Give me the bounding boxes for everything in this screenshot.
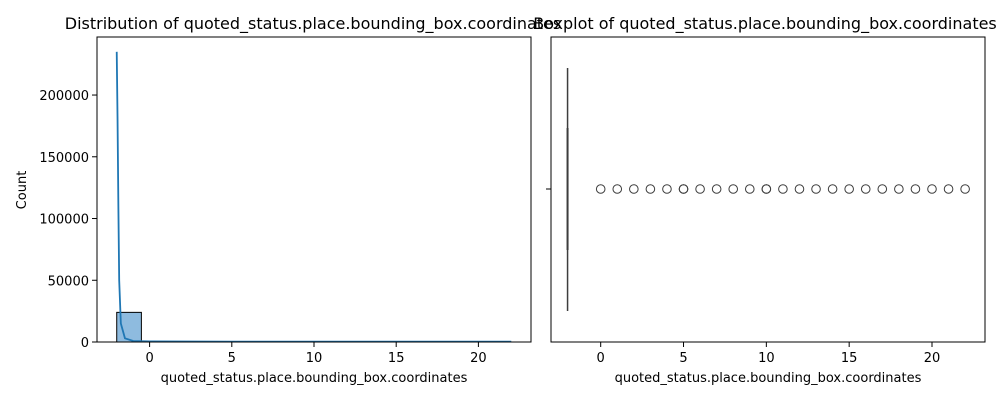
outlier-point	[711, 184, 722, 194]
kde-line	[115, 51, 512, 343]
x-tick-label: 15	[388, 351, 405, 366]
y-tick-label: 0	[81, 336, 89, 351]
x-tick-label: 15	[841, 351, 858, 366]
y-tick-label: 200000	[39, 89, 89, 104]
outlier-point	[595, 184, 606, 194]
outlier-point	[960, 184, 970, 194]
histogram-plot-area	[115, 51, 512, 343]
boxplot-x-label: quoted_status.place.bounding_box.coordin…	[615, 371, 922, 386]
boxplot-plot-area	[566, 68, 970, 311]
outlier-point	[645, 184, 656, 194]
outlier-point	[877, 184, 888, 194]
outlier-point	[695, 184, 705, 194]
x-tick-label: 5	[679, 351, 687, 366]
x-tick-label: 5	[228, 351, 236, 366]
histogram-x-label: quoted_status.place.bounding_box.coordin…	[161, 371, 468, 386]
boxplot-chart: 0 5 10 15 20 quoted_status.place.bounding_bo…	[533, 14, 997, 386]
histogram-frame	[96, 36, 532, 343]
boxplot-x-ticks: 0 5 10 15 20	[597, 342, 941, 366]
outlier-point	[728, 184, 739, 194]
outlier-point	[844, 184, 854, 194]
histogram-y-ticks: 0 50000 100000 150000 200000	[39, 89, 97, 351]
histogram-y-label: Count	[15, 171, 30, 210]
x-tick-label: 0	[597, 351, 605, 366]
outlier-point	[794, 184, 805, 194]
outlier-point	[927, 184, 937, 194]
outlier-point	[761, 184, 772, 194]
outlier-point	[744, 184, 755, 194]
outlier-point	[678, 184, 689, 194]
histogram-x-ticks: 0 5 10 15 20	[145, 342, 487, 366]
y-tick-label: 50000	[48, 274, 89, 289]
outlier-point	[811, 184, 821, 194]
y-tick-label: 100000	[39, 213, 89, 228]
x-tick-label: 20	[470, 351, 487, 366]
outlier-point	[612, 184, 623, 194]
outlier-point	[778, 184, 788, 194]
histogram-title: Distribution of quoted_status.place.boun…	[65, 14, 561, 34]
outlier-point	[894, 184, 904, 194]
y-tick-label: 150000	[39, 151, 89, 166]
x-tick-label: 10	[306, 351, 323, 366]
outlier-point	[827, 184, 838, 194]
histogram-chart: Distribution of quoted_status.place.boun…	[15, 14, 561, 386]
boxplot-title: Boxplot of quoted_status.place.bounding_…	[533, 14, 997, 34]
x-tick-label: 20	[924, 351, 941, 366]
x-tick-label: 10	[758, 351, 775, 366]
outlier-point	[629, 184, 639, 194]
x-tick-label: 0	[145, 351, 153, 366]
outlier-point	[943, 184, 954, 194]
outlier-point	[662, 184, 672, 194]
outlier-point	[860, 184, 871, 194]
outlier-point	[910, 184, 921, 194]
